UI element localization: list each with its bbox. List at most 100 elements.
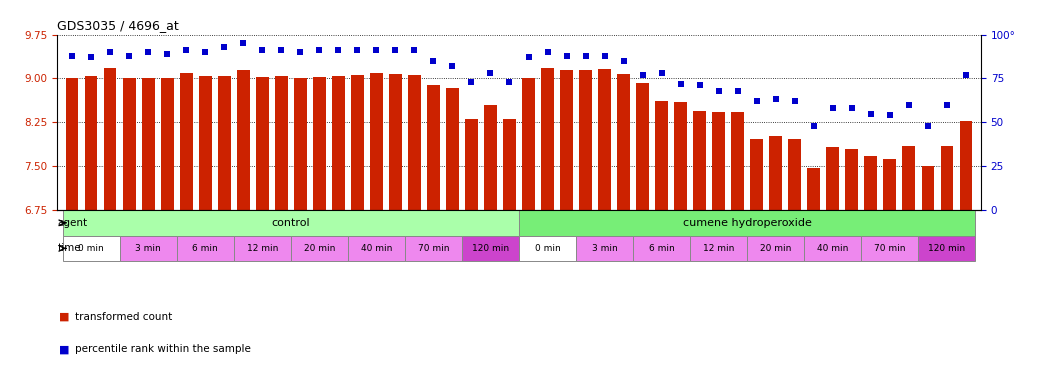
Bar (747, 236, 804, 261)
Bar (218, 76, 230, 210)
Text: 20 min: 20 min (760, 244, 791, 253)
Bar (408, 75, 420, 210)
Bar (465, 119, 477, 210)
Bar (579, 70, 592, 210)
Bar (176, 236, 234, 261)
Bar (142, 78, 155, 210)
Bar (862, 236, 919, 261)
Bar (119, 236, 176, 261)
Bar (750, 139, 763, 210)
Bar (462, 236, 519, 261)
Point (520, 54, 537, 60)
Bar (655, 101, 667, 210)
Bar (428, 86, 440, 210)
Point (787, 98, 803, 104)
Bar (503, 119, 516, 210)
Text: 20 min: 20 min (304, 244, 335, 253)
Point (121, 53, 138, 59)
Bar (826, 147, 839, 210)
Text: 0 min: 0 min (535, 244, 561, 253)
Bar (865, 156, 877, 210)
Point (254, 47, 271, 53)
Bar (883, 159, 896, 210)
Bar (348, 236, 405, 261)
Point (920, 123, 936, 129)
Point (957, 72, 974, 78)
Bar (291, 236, 348, 261)
Bar (199, 76, 212, 210)
Bar (62, 210, 519, 236)
Text: 70 min: 70 min (417, 244, 449, 253)
Bar (690, 236, 747, 261)
Point (463, 79, 480, 85)
Bar (85, 76, 98, 210)
Point (900, 102, 917, 108)
Point (843, 105, 859, 111)
Point (730, 88, 746, 94)
Text: 6 min: 6 min (649, 244, 675, 253)
Text: GDS3035 / 4696_at: GDS3035 / 4696_at (57, 19, 179, 32)
Point (501, 79, 518, 85)
Bar (66, 78, 79, 210)
Point (197, 49, 214, 55)
Bar (959, 121, 972, 210)
Bar (902, 146, 914, 210)
Bar (693, 111, 706, 210)
Point (273, 47, 290, 53)
Bar (62, 236, 119, 261)
Text: 120 min: 120 min (472, 244, 509, 253)
Bar (275, 76, 288, 210)
Bar (808, 168, 820, 210)
Bar (371, 73, 383, 210)
Point (558, 53, 575, 59)
Bar (846, 149, 857, 210)
Bar (636, 83, 649, 210)
Point (805, 123, 822, 129)
Point (387, 47, 404, 53)
Point (767, 96, 784, 103)
Text: time: time (57, 243, 81, 253)
Bar (161, 78, 173, 210)
Text: agent: agent (57, 218, 87, 228)
Bar (919, 236, 976, 261)
Bar (675, 102, 687, 210)
Bar (519, 210, 976, 236)
Point (881, 112, 898, 118)
Text: cumene hydroperoxide: cumene hydroperoxide (683, 218, 812, 228)
Bar (769, 136, 782, 210)
Text: 120 min: 120 min (928, 244, 965, 253)
Bar (922, 166, 934, 210)
Point (140, 49, 157, 55)
Bar (576, 236, 633, 261)
Point (444, 63, 461, 69)
Point (863, 111, 879, 117)
Bar (234, 236, 291, 261)
Point (179, 47, 195, 53)
Bar (238, 70, 249, 210)
Point (330, 47, 347, 53)
Bar (485, 105, 496, 210)
Text: 40 min: 40 min (817, 244, 848, 253)
Point (426, 58, 442, 64)
Point (216, 44, 233, 50)
Point (349, 47, 365, 53)
Bar (181, 73, 192, 210)
Text: percentile rank within the sample: percentile rank within the sample (75, 344, 250, 354)
Text: 3 min: 3 min (592, 244, 618, 253)
Bar (542, 68, 553, 210)
Bar (124, 78, 136, 210)
Point (577, 53, 594, 59)
Point (938, 102, 955, 108)
Point (673, 81, 689, 87)
Point (311, 47, 328, 53)
Point (368, 47, 385, 53)
Bar (712, 112, 725, 210)
Bar (294, 78, 306, 210)
Text: 70 min: 70 min (874, 244, 905, 253)
Text: 40 min: 40 min (361, 244, 392, 253)
Point (64, 53, 81, 59)
Text: 12 min: 12 min (247, 244, 278, 253)
Point (824, 105, 841, 111)
Point (710, 88, 727, 94)
Point (653, 70, 670, 76)
